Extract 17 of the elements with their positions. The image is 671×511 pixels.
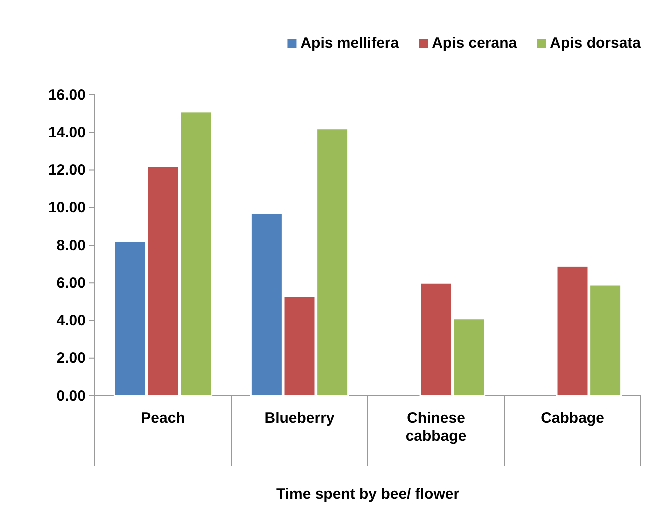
y-tick-label: 2.00: [56, 350, 86, 368]
legend-label: Apis cerana: [432, 35, 518, 52]
y-tick-label: 10.00: [48, 200, 86, 217]
y-tick-label: 0.00: [56, 388, 86, 405]
y-tick-label: 4.00: [56, 312, 86, 330]
legend-label: Apis dorsata: [550, 35, 642, 52]
x-axis-title: Time spent by bee/ flower: [276, 486, 460, 503]
y-tick-label: 6.00: [56, 274, 86, 292]
x-tick-label: Blueberry: [264, 410, 336, 427]
x-tick-label: Peach: [141, 410, 186, 427]
x-tick-label: Cabbage: [541, 410, 604, 427]
y-tick-label: 8.00: [56, 237, 86, 254]
y-tick-label: 12.00: [48, 162, 86, 180]
x-tick-label: Chinese cabbage: [406, 410, 467, 445]
y-tick-label: 16.00: [48, 86, 86, 104]
legend-label: Apis mellifera: [300, 35, 400, 52]
y-tick-label: 14.00: [48, 124, 86, 142]
